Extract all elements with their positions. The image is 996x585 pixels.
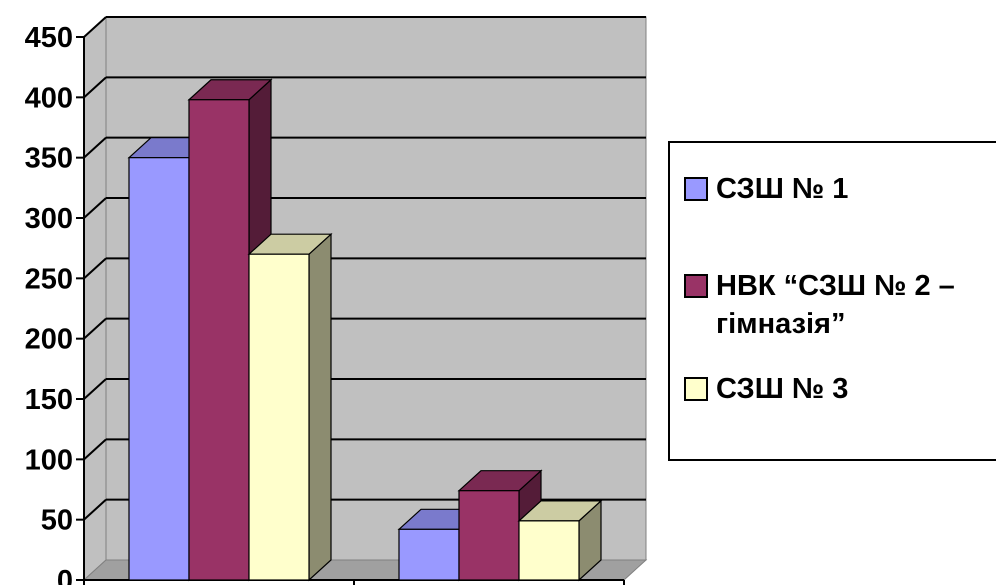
y-tick-label: 400	[25, 82, 73, 114]
legend-label-series-1: СЗШ № 1	[716, 173, 849, 205]
legend-item-series-1: СЗШ № 1	[684, 170, 996, 208]
gridline-side	[83, 257, 107, 280]
y-tick-label: 250	[25, 263, 73, 295]
y-tick-label: 200	[25, 324, 73, 356]
bar	[517, 499, 603, 582]
bar-front-face	[248, 253, 310, 581]
y-tick-label: 100	[25, 444, 73, 476]
gridline-side	[83, 76, 107, 99]
gridline-side	[83, 438, 107, 461]
legend-swatch-series-2	[684, 274, 708, 298]
legend-label-series-3: СЗШ № 3	[716, 373, 849, 405]
legend-swatch-series-1	[684, 177, 708, 201]
gridline-side	[83, 197, 107, 219]
bar-front-face	[518, 520, 580, 581]
gridline-side	[83, 16, 107, 38]
y-tick-label: 300	[25, 203, 73, 235]
legend-swatch-series-3	[684, 377, 708, 401]
bar	[247, 232, 333, 582]
gridline-side	[83, 317, 107, 340]
gridline-side	[83, 136, 107, 159]
bars	[127, 78, 603, 582]
bar-front-face	[398, 528, 460, 581]
bar-front-face	[128, 157, 190, 581]
legend-label-series-2: НВК “СЗШ № 2 – гімназія”	[716, 270, 955, 340]
gridline-side	[83, 498, 107, 521]
y-tick-label: 450	[25, 22, 73, 54]
y-axis: 0 50 100 150 200 250 300 350 400 450	[25, 22, 85, 585]
y-tick-label: 0	[57, 565, 73, 585]
chart-legend: СЗШ № 1 НВК “СЗШ № 2 – гімназія” СЗШ № 3	[668, 141, 996, 461]
bar-side-face	[308, 232, 332, 582]
y-tick-label: 150	[25, 384, 73, 416]
y-tick-label: 50	[41, 505, 73, 537]
bar-front-face	[188, 99, 250, 581]
y-tick-label: 350	[25, 143, 73, 175]
gridline-side	[83, 378, 107, 400]
bar-front-face	[458, 490, 520, 581]
legend-item-series-2: НВК “СЗШ № 2 – гімназія”	[684, 267, 996, 343]
chart-side-wall	[83, 15, 107, 582]
x-axis	[83, 579, 625, 585]
legend-item-series-3: СЗШ № 3	[684, 370, 996, 408]
